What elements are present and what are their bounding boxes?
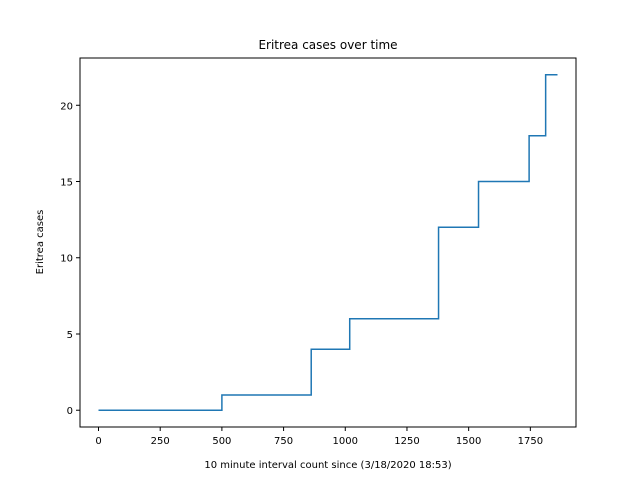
x-tick-label: 1750 — [518, 436, 543, 447]
x-tick-label: 250 — [151, 436, 170, 447]
x-tick-label: 1500 — [456, 436, 481, 447]
y-axis-label: Eritrea cases — [35, 210, 46, 275]
axes-frame — [79, 57, 577, 428]
y-tick-label: 15 — [60, 178, 73, 189]
x-tick-label: 1250 — [394, 436, 419, 447]
y-tick-label: 20 — [60, 101, 73, 112]
x-tick-label: 1000 — [333, 436, 358, 447]
x-tick-label: 500 — [212, 436, 231, 447]
y-tick-label: 0 — [67, 406, 73, 417]
series-line — [98, 74, 558, 411]
y-axis-ticks: 0 5 10 15 20 — [60, 101, 80, 417]
x-axis-label: 10 minute interval count since (3/18/202… — [204, 460, 451, 471]
x-tick-label: 750 — [274, 436, 293, 447]
y-tick-label: 10 — [60, 254, 73, 265]
chart-title: Eritrea cases over time — [258, 38, 397, 52]
y-tick-label: 5 — [67, 330, 73, 341]
x-axis-ticks: 0 250 500 750 1000 1250 1500 1750 — [95, 427, 543, 447]
x-tick-label: 0 — [95, 436, 101, 447]
plot-area — [98, 74, 558, 411]
